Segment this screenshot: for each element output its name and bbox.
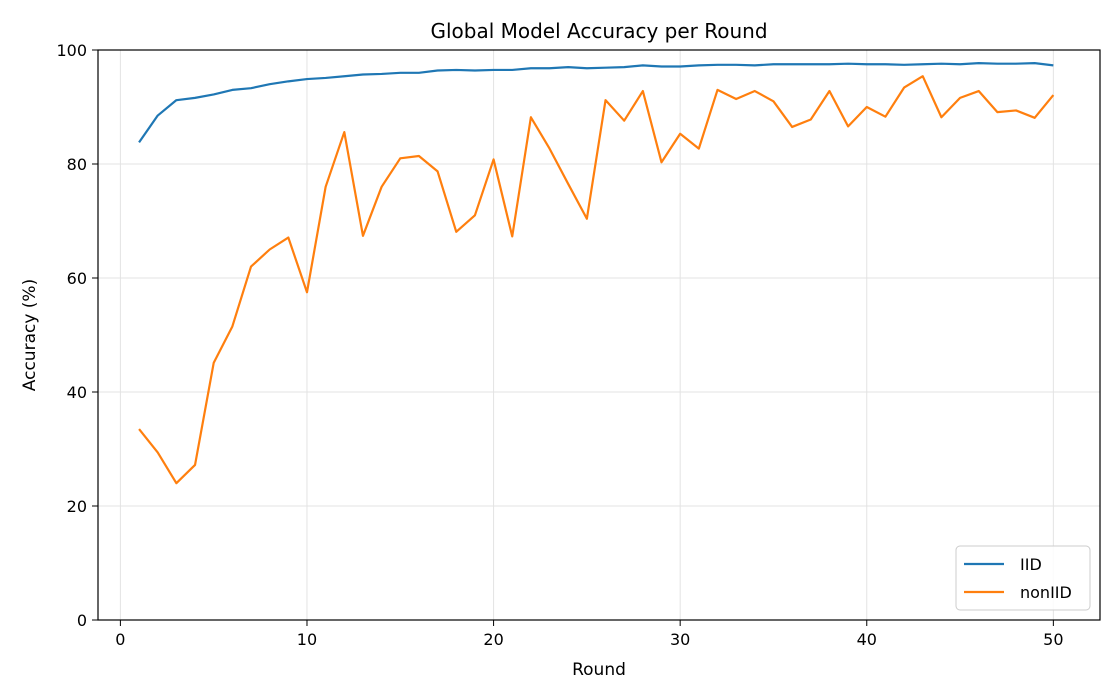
y-axis-label: Accuracy (%) [20, 279, 40, 391]
x-tick-label: 0 [115, 630, 125, 649]
y-tick-label: 100 [56, 41, 87, 60]
x-tick-label: 10 [297, 630, 317, 649]
plot-area-frame [97, 49, 1101, 621]
x-axis-label: Round [572, 660, 626, 680]
legend-box [955, 545, 1091, 611]
series-lines [138, 62, 1055, 485]
legend-label-iid: IID [1020, 555, 1042, 574]
x-tick-label: 40 [857, 630, 877, 649]
y-tick-label: 60 [67, 269, 87, 288]
y-tick-label: 80 [67, 155, 87, 174]
x-tick-label: 30 [670, 630, 690, 649]
y-tick-label: 20 [67, 497, 87, 516]
series-line-noniid [138, 75, 1055, 485]
y-tick-label: 40 [67, 383, 87, 402]
y-tick-label: 0 [77, 611, 87, 630]
axis-ticks: 0 10 20 30 40 50 0 20 40 60 80 100 [56, 41, 1063, 649]
chart-title: Global Model Accuracy per Round [430, 19, 767, 43]
x-tick-label: 50 [1043, 630, 1063, 649]
legend-label-noniid: nonIID [1020, 583, 1072, 602]
series-line-iid [138, 62, 1054, 143]
legend: IID nonIID [955, 545, 1091, 611]
x-tick-label: 20 [483, 630, 503, 649]
